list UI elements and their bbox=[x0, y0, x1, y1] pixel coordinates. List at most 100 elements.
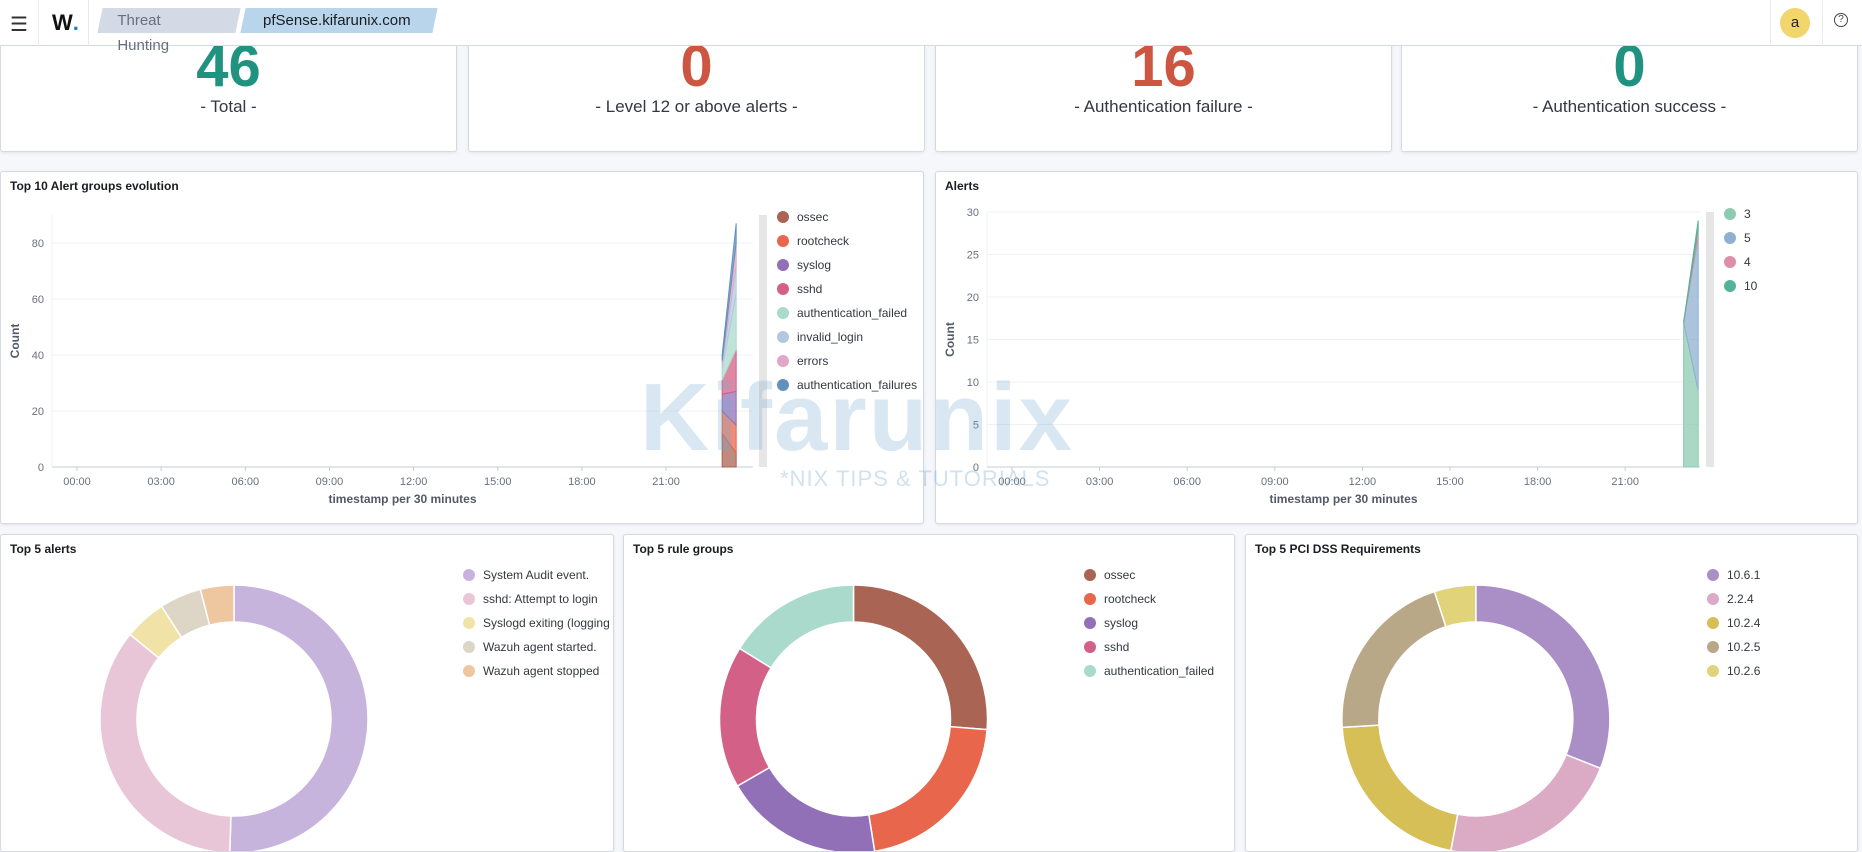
pie-slice[interactable] bbox=[199, 584, 235, 627]
pie-slice[interactable] bbox=[852, 584, 989, 731]
pie-slice[interactable] bbox=[1341, 724, 1459, 851]
legend-label: 10.2.6 bbox=[1727, 664, 1761, 678]
legend-item[interactable]: Syslogd exiting (logging bbox=[463, 611, 610, 635]
legend-item[interactable]: 10.2.5 bbox=[1707, 635, 1760, 659]
legend-item[interactable]: 4 bbox=[1724, 250, 1757, 274]
legend-swatch-icon bbox=[777, 355, 789, 367]
panel-title: Top 5 rule groups bbox=[633, 542, 734, 556]
legend-label: authentication_failed bbox=[1104, 664, 1215, 678]
legend-item[interactable]: authentication_failed bbox=[777, 301, 917, 325]
y-tick-label: 40 bbox=[32, 350, 44, 362]
x-tick-label: 18:00 bbox=[1524, 476, 1552, 488]
legend-item[interactable]: authentication_failures bbox=[777, 373, 917, 397]
logo-text: W bbox=[52, 10, 73, 35]
chart-scroll-band bbox=[759, 215, 767, 467]
legend-item[interactable]: 10.2.4 bbox=[1707, 611, 1760, 635]
legend-swatch-icon bbox=[1707, 617, 1719, 629]
donut-chart bbox=[99, 584, 369, 851]
legend-item[interactable]: 10 bbox=[1724, 274, 1757, 298]
legend-label: Wazuh agent stopped bbox=[483, 664, 600, 678]
pie-slice[interactable] bbox=[867, 725, 988, 851]
panel-title: Alerts bbox=[945, 179, 980, 193]
legend-swatch-icon bbox=[1707, 569, 1719, 581]
pie-slice[interactable] bbox=[99, 633, 232, 851]
legend-label: 2.2.4 bbox=[1727, 592, 1754, 606]
legend-label: Syslogd exiting (logging bbox=[483, 616, 610, 630]
legend-item[interactable]: authentication_failed bbox=[1084, 659, 1214, 683]
legend-item[interactable]: ossec bbox=[1084, 563, 1214, 587]
avatar[interactable]: a bbox=[1780, 8, 1810, 38]
pie-slice[interactable] bbox=[736, 766, 876, 852]
legend-item[interactable]: sshd bbox=[777, 277, 917, 301]
breadcrumb-label: Threat Hunting bbox=[117, 12, 170, 54]
legend-label: authentication_failures bbox=[797, 378, 918, 392]
pie-slice[interactable] bbox=[1449, 753, 1602, 851]
legend-item[interactable]: 10.2.6 bbox=[1707, 659, 1760, 683]
breadcrumb-threat-hunting[interactable]: Threat Hunting bbox=[97, 8, 241, 54]
hamburger-icon[interactable]: ☰ bbox=[10, 14, 28, 36]
divider bbox=[1822, 0, 1823, 46]
x-tick-label: 00:00 bbox=[998, 476, 1026, 488]
legend-label: 10.2.5 bbox=[1727, 640, 1761, 654]
legend-item[interactable]: syslog bbox=[777, 253, 917, 277]
legend-label: Wazuh agent started. bbox=[483, 640, 597, 654]
pie-slice[interactable] bbox=[738, 584, 855, 669]
x-tick-label: 09:00 bbox=[316, 476, 344, 488]
area-series-10[interactable] bbox=[1683, 220, 1699, 323]
metric-label: - Level 12 or above alerts - bbox=[595, 97, 798, 116]
chart-legend: 10.6.1 2.2.4 10.2.4 10.2.5 10.2.6 bbox=[1707, 563, 1760, 683]
metric-label: - Authentication failure - bbox=[1074, 97, 1253, 116]
y-tick-label: 15 bbox=[967, 335, 979, 347]
metric-card: 0- Authentication success - bbox=[1401, 40, 1858, 152]
legend-item[interactable]: invalid_login bbox=[777, 325, 917, 349]
legend-item[interactable]: ossec bbox=[777, 205, 917, 229]
area-series-authentication_failures[interactable] bbox=[721, 223, 737, 361]
legend-item[interactable]: syslog bbox=[1084, 611, 1214, 635]
legend-swatch-icon bbox=[777, 307, 789, 319]
donut-chart-panel: Top 5 PCI DSS Requirements 10.6.1 2.2.4 10.… bbox=[1245, 534, 1858, 852]
legend-swatch-icon bbox=[1724, 208, 1736, 220]
legend-label: invalid_login bbox=[797, 330, 864, 344]
legend-item[interactable]: System Audit event. bbox=[463, 563, 610, 587]
pie-slice[interactable] bbox=[1475, 584, 1611, 770]
legend-item[interactable]: sshd bbox=[1084, 635, 1214, 659]
donut-chart bbox=[1341, 584, 1611, 851]
legend-item[interactable]: 3 bbox=[1724, 202, 1757, 226]
pie-slice[interactable] bbox=[718, 647, 773, 788]
legend-item[interactable]: Wazuh agent stopped bbox=[463, 659, 610, 683]
metric-value: 16 bbox=[1131, 40, 1196, 99]
x-tick-label: 03:00 bbox=[147, 476, 175, 488]
panel-title: Top 5 PCI DSS Requirements bbox=[1255, 542, 1421, 556]
legend-swatch-icon bbox=[1724, 256, 1736, 268]
legend-label: syslog bbox=[1104, 616, 1139, 630]
legend-item[interactable]: 10.6.1 bbox=[1707, 563, 1760, 587]
pie-slice[interactable] bbox=[229, 584, 369, 851]
metric-card: 0- Level 12 or above alerts - bbox=[468, 40, 925, 152]
legend-swatch-icon bbox=[1724, 232, 1736, 244]
y-tick-label: 20 bbox=[967, 292, 979, 304]
chart-legend: ossec rootcheck syslog sshd authentication_f… bbox=[777, 205, 917, 397]
legend-item[interactable]: 2.2.4 bbox=[1707, 587, 1760, 611]
y-tick-label: 25 bbox=[967, 250, 979, 262]
divider bbox=[38, 0, 39, 46]
breadcrumb-agent[interactable]: pfSense.kifarunix.com bbox=[240, 8, 438, 33]
pie-slice[interactable] bbox=[1341, 590, 1447, 729]
chart-legend: 3 5 4 10 bbox=[1724, 202, 1757, 298]
legend-item[interactable]: rootcheck bbox=[777, 229, 917, 253]
question-circle-icon[interactable]: ? bbox=[1834, 13, 1848, 27]
legend-swatch-icon bbox=[777, 259, 789, 271]
x-tick-label: 18:00 bbox=[568, 476, 596, 488]
legend-item[interactable]: 5 bbox=[1724, 226, 1757, 250]
pie-slice[interactable] bbox=[1433, 584, 1477, 628]
donut-chart bbox=[718, 584, 989, 852]
legend-item[interactable]: sshd: Attempt to login bbox=[463, 587, 610, 611]
legend-label: rootcheck bbox=[1104, 592, 1157, 606]
y-axis-label: Count bbox=[8, 324, 22, 359]
legend-swatch-icon bbox=[1707, 665, 1719, 677]
legend-item[interactable]: Wazuh agent started. bbox=[463, 635, 610, 659]
legend-item[interactable]: errors bbox=[777, 349, 917, 373]
legend-label: System Audit event. bbox=[483, 568, 590, 582]
legend-item[interactable]: rootcheck bbox=[1084, 587, 1214, 611]
legend-label: rootcheck bbox=[797, 234, 850, 248]
wazuh-logo[interactable]: W. bbox=[52, 10, 79, 35]
